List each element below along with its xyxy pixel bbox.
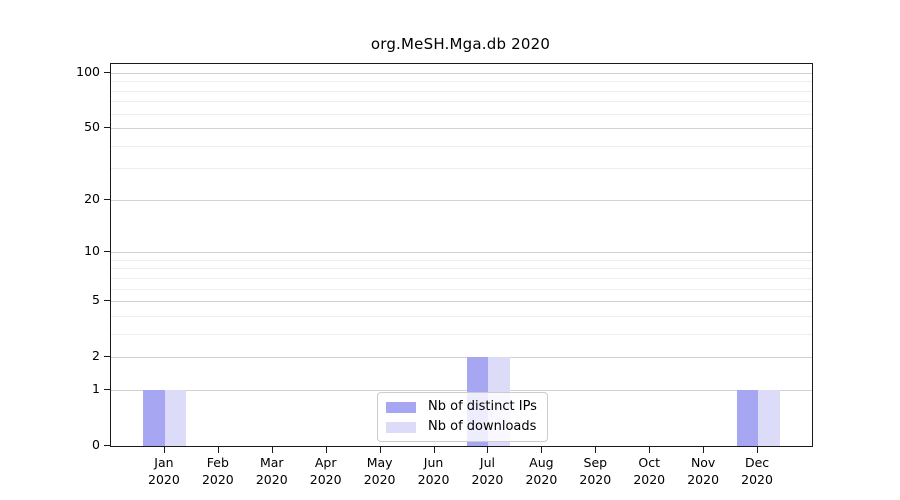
legend-label-distinct-ips: Nb of distinct IPs: [428, 399, 537, 414]
y-axis-tick-label: 2: [92, 348, 100, 364]
gridline-minor: [111, 333, 812, 335]
gridline-major: [111, 252, 812, 254]
x-tick-mark: [163, 447, 165, 453]
y-axis-tick-label: 1: [92, 380, 100, 396]
x-axis-tick-label: Apr 2020: [309, 455, 342, 487]
y-tick-mark: [104, 356, 110, 358]
legend-entry-distinct-ips: Nb of distinct IPs: [386, 400, 537, 414]
x-tick-mark: [541, 447, 543, 453]
gridline-minor: [111, 268, 812, 270]
bar-jan-downloads: [164, 389, 187, 446]
legend-swatch-downloads: [386, 421, 416, 433]
y-axis-tick-label: 0: [92, 437, 100, 452]
y-axis-tick-label: 20: [84, 190, 100, 206]
chart-title: org.MeSH.Mga.db 2020: [370, 35, 551, 53]
y-tick-mark: [104, 300, 110, 302]
gridline-major: [111, 301, 812, 303]
y-tick-mark: [104, 251, 110, 253]
y-axis-tick-label: 5: [92, 292, 100, 308]
y-tick-mark: [104, 388, 110, 390]
gridline-minor: [111, 288, 812, 290]
y-axis-tick-label: 100: [76, 64, 100, 79]
x-tick-mark: [217, 447, 219, 453]
x-axis-tick-label: Sep 2020: [579, 455, 612, 487]
legend: Nb of distinct IPs Nb of downloads: [377, 392, 548, 442]
plot-area: [110, 63, 813, 447]
x-axis-tick-label: Jun 2020: [417, 455, 450, 487]
y-axis-tick-label: 50: [84, 119, 100, 135]
x-tick-mark: [595, 447, 597, 453]
gridline-major: [111, 199, 812, 201]
gridline-major: [111, 357, 812, 359]
bars-layer: [111, 64, 812, 446]
bar-dec-distinct-ips: [736, 389, 759, 446]
x-tick-mark: [271, 447, 273, 453]
bar-jan-distinct-ips: [143, 389, 165, 446]
legend-label-downloads: Nb of downloads: [428, 419, 537, 434]
gridline-minor: [111, 315, 812, 317]
y-tick-mark: [104, 127, 110, 129]
y-axis-tick-label: 10: [84, 243, 100, 259]
y-tick-mark: [104, 198, 110, 200]
gridline-minor: [111, 168, 812, 170]
gridline-minor: [111, 277, 812, 279]
gridline-minor: [111, 81, 812, 83]
x-axis-tick-label: Jul 2020: [471, 455, 504, 487]
bar-dec-downloads: [758, 389, 780, 446]
x-tick-mark: [379, 447, 381, 453]
x-axis-tick-label: Jan 2020: [148, 455, 180, 487]
x-axis-tick-label: Feb 2020: [201, 455, 234, 487]
gridline-major: [111, 73, 812, 74]
x-tick-mark: [757, 447, 759, 453]
x-tick-mark: [487, 447, 489, 453]
gridline-minor: [111, 113, 812, 115]
gridline-minor: [111, 259, 812, 261]
gridline-minor: [111, 90, 812, 92]
legend-entry-downloads: Nb of downloads: [386, 420, 537, 434]
gridline-major: [111, 389, 812, 391]
x-tick-mark: [433, 447, 435, 453]
y-tick-mark: [104, 72, 110, 73]
x-axis-tick-label: Oct 2020: [633, 455, 666, 487]
x-tick-mark: [325, 447, 327, 453]
legend-swatch-distinct-ips: [386, 401, 416, 413]
x-tick-mark: [649, 447, 651, 453]
x-axis-tick-label: Mar 2020: [255, 455, 288, 487]
gridline-minor: [111, 145, 812, 147]
grid-layer: [111, 64, 812, 446]
x-axis-tick-label: Aug 2020: [525, 455, 558, 487]
x-tick-mark: [703, 447, 705, 453]
gridline-minor: [111, 101, 812, 103]
x-axis-tick-label: Nov 2020: [687, 455, 720, 487]
x-axis-tick-label: May 2020: [363, 455, 396, 487]
x-axis-tick-label: Dec 2020: [741, 455, 773, 487]
gridline-major: [111, 128, 812, 130]
y-tick-mark: [104, 445, 110, 446]
